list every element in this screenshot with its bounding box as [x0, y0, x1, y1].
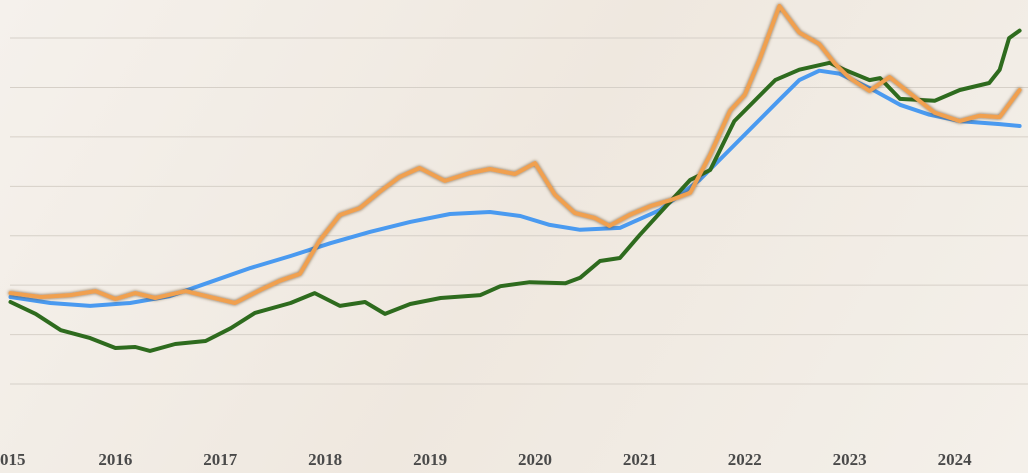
x-tick-label: 2016 — [98, 450, 132, 469]
x-tick-label: 2019 — [413, 450, 447, 469]
x-tick-label: 2018 — [308, 450, 342, 469]
series-line — [8, 68, 1022, 308]
x-tick-label: 2017 — [203, 450, 238, 469]
x-tick-label: 2020 — [518, 450, 552, 469]
x-tick-label: 2023 — [833, 450, 867, 469]
x-tick-label: 2021 — [623, 450, 657, 469]
x-tick-label: 015 — [0, 450, 26, 469]
series-line — [8, 28, 1022, 353]
x-tick-label: 2022 — [728, 450, 762, 469]
series-line — [8, 3, 1022, 305]
x-tick-label: 2024 — [938, 450, 973, 469]
